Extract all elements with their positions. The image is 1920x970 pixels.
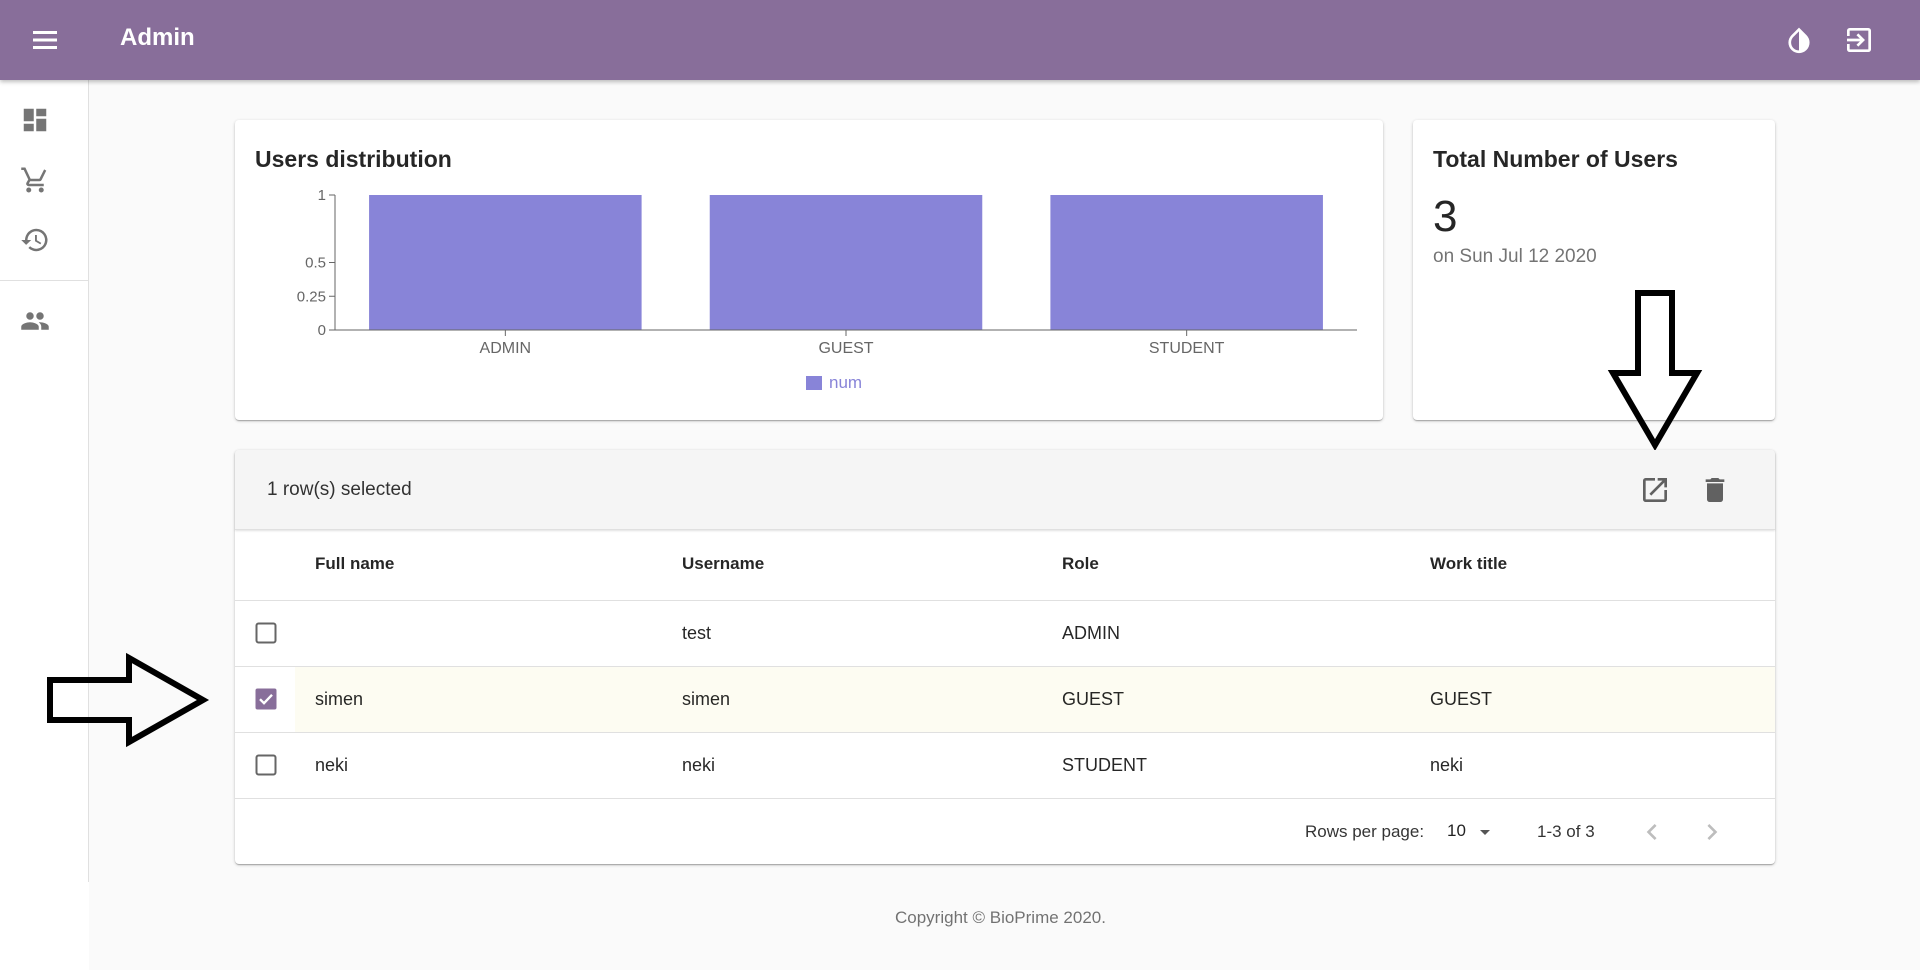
column-header-work-title[interactable]: Work title: [1430, 554, 1508, 573]
table-toolbar: 1 row(s) selected: [235, 450, 1775, 530]
drawer-bottom: [0, 882, 89, 970]
bar-guest: [709, 195, 983, 330]
rows-per-page-label: Rows per page:: [1305, 822, 1425, 841]
legend-swatch: [806, 376, 822, 390]
previous-page-icon[interactable]: [1636, 816, 1668, 848]
column-header-username[interactable]: Username: [682, 554, 765, 573]
rows-per-page-value: 10: [1447, 821, 1466, 840]
drawer-divider: [0, 280, 89, 281]
total-users-value: 3: [1433, 192, 1458, 241]
y-tick-label: 0: [318, 322, 326, 339]
dashboard-icon[interactable]: [20, 105, 50, 135]
cell-work-title: GUEST: [1430, 689, 1493, 709]
menu-icon[interactable]: [30, 28, 60, 52]
footer-copyright: Copyright © BioPrime 2020.: [895, 908, 1106, 927]
users-icon[interactable]: [20, 306, 50, 336]
y-tick-label: 1: [318, 187, 326, 204]
annotation-arrow-down-icon: [1607, 290, 1703, 450]
table-pagination: Rows per page: 10 1-3 of 3: [235, 799, 1775, 864]
cell-role: STUDENT: [1062, 755, 1147, 775]
users-distribution-chart: 0 0.25 0.5 1 ADMIN GUEST STUDENT num: [297, 187, 1357, 392]
theme-contrast-icon[interactable]: [1783, 24, 1815, 56]
x-tick-label: STUDENT: [1149, 340, 1225, 357]
cell-username: neki: [682, 755, 716, 775]
side-drawer: [0, 80, 89, 882]
legend-label: num: [829, 373, 862, 392]
cart-icon[interactable]: [20, 165, 50, 195]
table-row-selected[interactable]: simen simen GUEST GUEST: [235, 667, 1775, 733]
cell-username: test: [682, 623, 712, 643]
delete-icon[interactable]: [1699, 474, 1731, 506]
bar-admin: [369, 195, 642, 330]
row-checkbox-checked[interactable]: [254, 687, 278, 711]
table-header: Full name Username Role Work title: [235, 530, 1775, 601]
column-header-role[interactable]: Role: [1062, 554, 1099, 573]
next-page-icon[interactable]: [1696, 816, 1728, 848]
table-row[interactable]: neki neki STUDENT neki: [235, 733, 1775, 799]
rows-per-page-select[interactable]: 10: [1447, 819, 1501, 845]
chevron-down-icon: [1480, 830, 1490, 835]
cell-role: ADMIN: [1062, 623, 1120, 643]
row-checkbox[interactable]: [254, 753, 278, 777]
x-tick-label: GUEST: [818, 340, 873, 357]
bar-student: [1050, 195, 1323, 330]
y-tick-label: 0.25: [297, 288, 326, 305]
total-users-card: Total Number of Users 3 on Sun Jul 12 20…: [1413, 120, 1775, 420]
cell-role: GUEST: [1062, 689, 1125, 709]
table-row[interactable]: test ADMIN: [235, 601, 1775, 667]
app-bar: Admin: [0, 0, 1920, 80]
x-tick-label: ADMIN: [480, 340, 532, 357]
chart-title: Users distribution: [255, 146, 452, 172]
cell-full-name: simen: [315, 689, 364, 709]
users-distribution-card: Users distribution 0 0.25 0.5 1 ADMIN GUEST ST…: [235, 120, 1383, 420]
cell-username: simen: [682, 689, 731, 709]
pagination-range: 1-3 of 3: [1537, 822, 1595, 841]
row-checkbox[interactable]: [254, 621, 278, 645]
open-in-new-icon[interactable]: [1639, 474, 1671, 506]
annotation-arrow-right-icon: [47, 652, 210, 748]
total-users-title: Total Number of Users: [1433, 146, 1678, 172]
selection-count: 1 row(s) selected: [267, 479, 412, 500]
logout-icon[interactable]: [1843, 24, 1875, 56]
users-table-card: 1 row(s) selected Full name Username Rol…: [235, 450, 1775, 864]
page-title: Admin: [120, 24, 195, 51]
y-tick-label: 0.5: [305, 255, 326, 272]
cell-full-name: neki: [315, 755, 349, 775]
total-users-date: on Sun Jul 12 2020: [1433, 246, 1597, 267]
row-highlight: [295, 667, 1775, 732]
history-icon[interactable]: [20, 225, 50, 255]
column-header-full-name[interactable]: Full name: [315, 554, 395, 573]
cell-work-title: neki: [1430, 755, 1464, 775]
